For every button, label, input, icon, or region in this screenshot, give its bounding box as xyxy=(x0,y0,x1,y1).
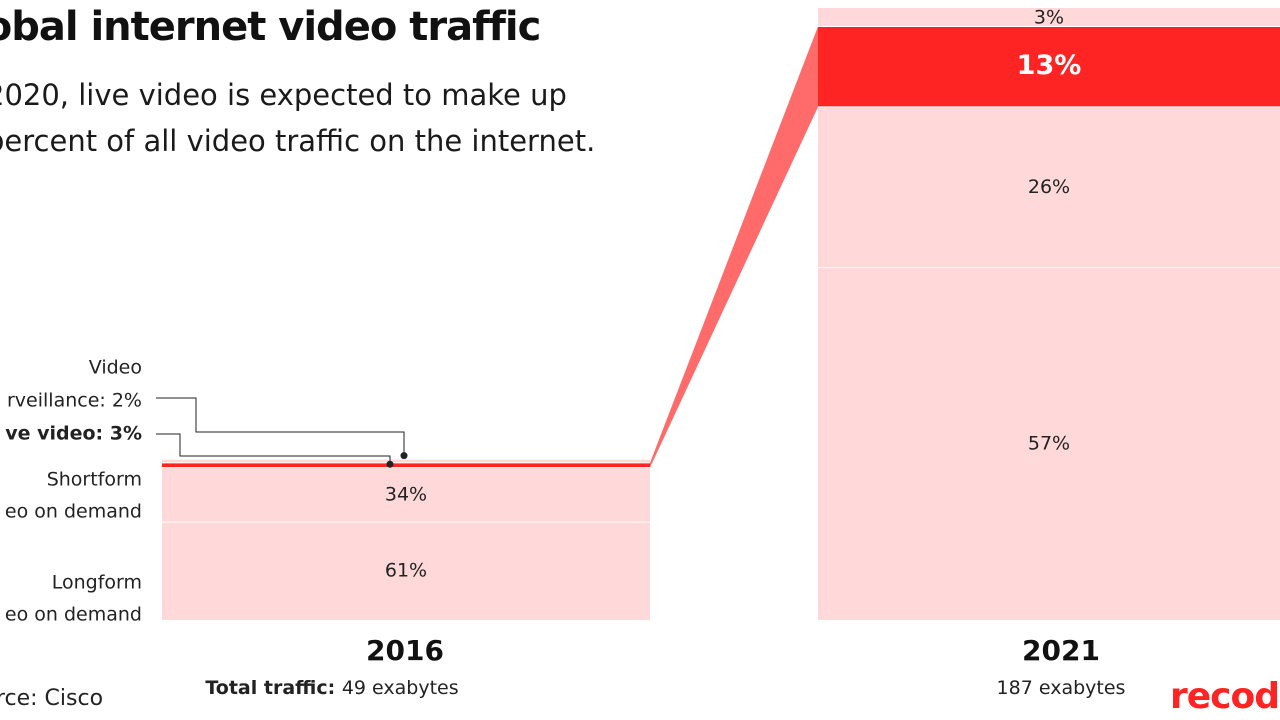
category-label-shortform-line: Shortform xyxy=(47,469,142,491)
source-note: urce: Cisco xyxy=(0,686,104,711)
year-label-2021: 2021 xyxy=(1022,634,1100,667)
bar-2016-video-surveillance xyxy=(162,459,650,463)
bar-2016-longform-vod xyxy=(162,522,650,620)
leader-dot-live-video xyxy=(386,460,394,468)
bar-2021-longform-vod xyxy=(818,267,1280,620)
bar-2021-video-surveillance xyxy=(818,8,1280,27)
brand-logo: recod xyxy=(1170,676,1280,717)
bar-2021-live-video xyxy=(818,26,1280,107)
total-traffic-value: 49 exabytes xyxy=(342,677,459,699)
category-label-shortform-line: eo on demand xyxy=(5,501,142,523)
leader-dot-surveillance xyxy=(400,452,408,460)
category-label-longform-line: eo on demand xyxy=(5,604,142,626)
total-traffic-label: Total traffic: xyxy=(205,677,341,699)
value-label-2016-shortform-vod: 34% xyxy=(385,483,427,505)
leader-line-surveillance xyxy=(156,397,405,456)
total-traffic-2021: 187 exabytes xyxy=(997,677,1126,699)
category-label-live-video: ve video: 3% xyxy=(5,423,142,445)
category-label-surveillance-line: rveillance: 2% xyxy=(7,390,142,412)
total-traffic-value: 187 exabytes xyxy=(997,677,1126,699)
category-label-surveillance-line: Video xyxy=(89,357,142,379)
leader-line-live-video xyxy=(156,433,391,465)
chart-title: lobal internet video traffic xyxy=(0,4,541,50)
value-label-2021-shortform-vod: 26% xyxy=(1028,176,1070,198)
chart-subtitle: 2020, live video is expected to make up … xyxy=(0,78,596,158)
value-label-2021-longform-vod: 57% xyxy=(1028,432,1070,454)
total-traffic-2016: Total traffic: 49 exabytes xyxy=(205,677,458,699)
value-label-2021-video-surveillance: 3% xyxy=(1034,7,1064,29)
category-label-longform-line: Longform xyxy=(52,572,142,594)
live-video-connector xyxy=(650,26,818,468)
year-label-2016: 2016 xyxy=(366,634,444,667)
value-label-2021-live-video: 13% xyxy=(1017,50,1082,81)
bar-2021-shortform-vod xyxy=(818,106,1280,268)
bar-2016-shortform-vod xyxy=(162,467,650,523)
bar-2016-live-video xyxy=(162,462,650,468)
value-label-2016-longform-vod: 61% xyxy=(385,560,427,582)
